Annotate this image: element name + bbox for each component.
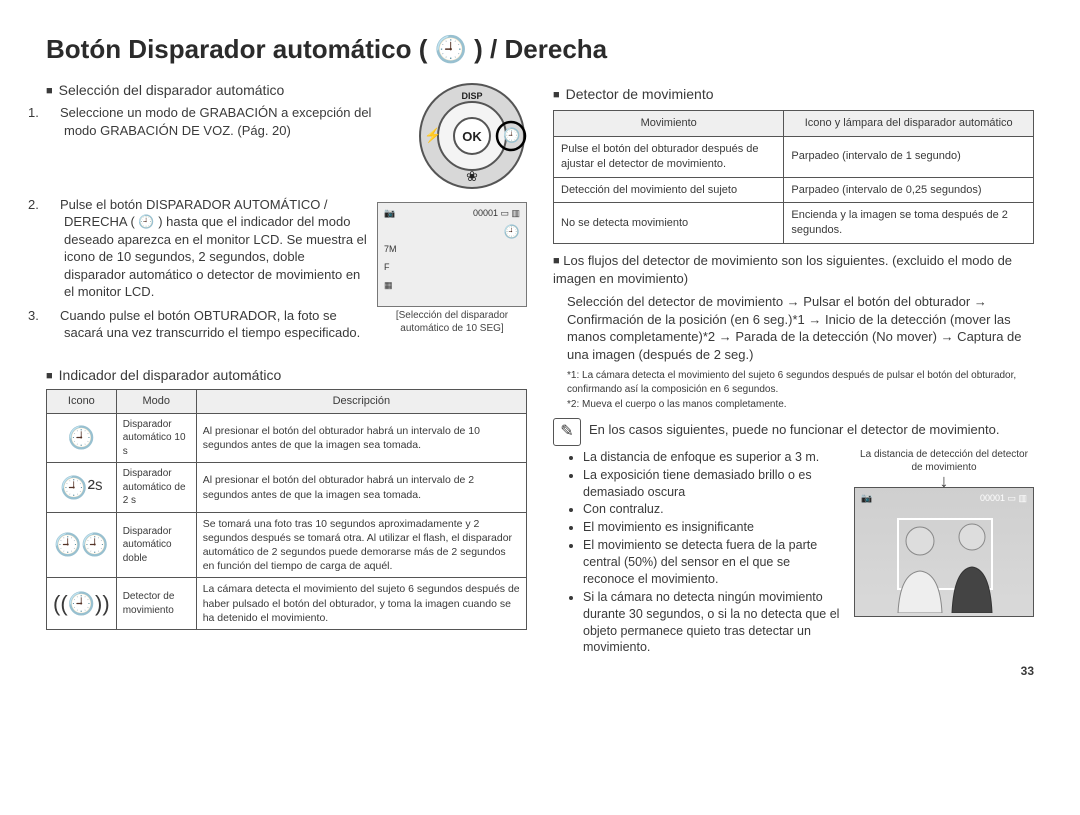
timer-icon: 🕘 xyxy=(503,127,520,144)
mode-icon: 🕘 xyxy=(47,413,117,463)
list-item: Si la cámara no detecta ningún movimient… xyxy=(583,589,844,657)
camera-icon: 📷 xyxy=(384,207,395,219)
mode-name: Disparador automático doble xyxy=(116,512,196,578)
dial-ok: OK xyxy=(462,129,482,144)
note-icon: ✎ xyxy=(553,418,581,446)
footnotes: *1: La cámara detecta el movimiento del … xyxy=(567,369,1034,412)
lcd-caption: [Selección del disparador automático de … xyxy=(377,309,527,336)
section-heading-indicator: Indicador del disparador automático xyxy=(46,366,527,385)
step-2: 2.Pulse el botón DISPARADOR AUTOMÁTICO /… xyxy=(64,196,367,301)
arrow-down-icon: ↓ xyxy=(854,475,1034,488)
dial-illustration: OK DISP ⚡ 🕘 ❀ xyxy=(417,81,527,196)
mode-icon: 🕘🕘 xyxy=(47,512,117,578)
step-3: 3.Cuando pulse el botón OBTURADOR, la fo… xyxy=(64,307,367,342)
flow-text: Selección del detector de movimiento → P… xyxy=(567,293,1034,363)
mode-desc: Se tomará una foto tras 10 segundos apro… xyxy=(196,512,526,578)
mode-icon: ((🕘)) xyxy=(47,578,117,630)
list-item: La exposición tiene demasiado brillo o e… xyxy=(583,467,844,501)
step-1: 1.Seleccione un modo de GRABACIÓN a exce… xyxy=(64,104,407,139)
conditions-list: La distancia de enfoque es superior a 3 … xyxy=(583,449,844,657)
table-row: 🕘²ˢDisparador automático de 2 sAl presio… xyxy=(47,463,527,513)
mode-desc: Al presionar el botón del obturador habr… xyxy=(196,463,526,513)
mode-name: Disparador automático 10 s xyxy=(116,413,196,463)
section-heading-selection: Selección del disparador automático xyxy=(46,81,407,100)
list-item: La distancia de enfoque es superior a 3 … xyxy=(583,449,844,466)
macro-icon: ❀ xyxy=(466,168,478,184)
col-mode: Modo xyxy=(116,389,196,413)
flash-icon: ⚡ xyxy=(424,127,441,144)
col-desc: Descripción xyxy=(196,389,526,413)
note-lead: En los casos siguientes, puede no funcio… xyxy=(589,421,1034,439)
table-row: ((🕘))Detector de movimientoLa cámara det… xyxy=(47,578,527,630)
flow-intro: ■ Los flujos del detector de movimiento … xyxy=(553,252,1034,287)
list-item: Con contraluz. xyxy=(583,501,844,518)
page-title: Botón Disparador automático ( 🕘 ) / Dere… xyxy=(46,32,1034,67)
timer-icon: 🕘 xyxy=(504,223,520,241)
col-icon: Icono xyxy=(47,389,117,413)
list-item: El movimiento es insignificante xyxy=(583,519,844,536)
lcd-photo-preview: 📷 00001 ▭ ▥ xyxy=(854,487,1034,617)
mode-name: Disparador automático de 2 s xyxy=(116,463,196,513)
right-column: Detector de movimiento Movimiento Icono … xyxy=(553,81,1034,657)
lcd-preview: 📷 00001 ▭ ▥ 🕘 7M F ▦ xyxy=(377,202,527,307)
dial-top: DISP xyxy=(461,91,482,101)
motion-table: Movimiento Icono y lámpara del disparado… xyxy=(553,110,1034,244)
table-row: 🕘🕘Disparador automático dobleSe tomará u… xyxy=(47,512,527,578)
list-item: El movimiento se detecta fuera de la par… xyxy=(583,537,844,588)
mode-desc: Al presionar el botón del obturador habr… xyxy=(196,413,526,463)
mode-desc: La cámara detecta el movimiento del suje… xyxy=(196,578,526,630)
table-row: No se detecta movimientoEncienda y la im… xyxy=(554,203,1034,244)
mode-icon: 🕘²ˢ xyxy=(47,463,117,513)
table-row: Pulse el botón del obturador después de … xyxy=(554,136,1034,177)
table-row: Detección del movimiento del sujetoParpa… xyxy=(554,177,1034,203)
indicator-table: Icono Modo Descripción 🕘Disparador autom… xyxy=(46,389,527,630)
page-number: 33 xyxy=(46,663,1034,679)
section-heading-motion: Detector de movimiento xyxy=(553,85,1034,104)
table-row: 🕘Disparador automático 10 sAl presionar … xyxy=(47,413,527,463)
mode-name: Detector de movimiento xyxy=(116,578,196,630)
left-column: Selección del disparador automático 1.Se… xyxy=(46,81,527,657)
